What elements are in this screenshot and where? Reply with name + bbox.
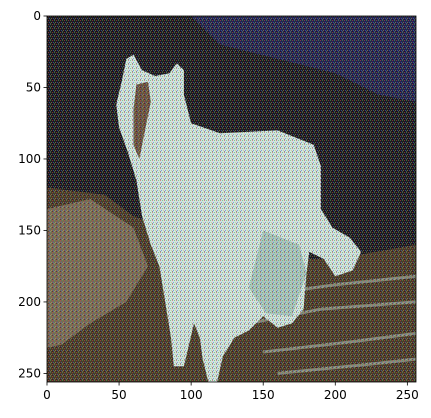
y-tick-label: 250 [18,366,41,380]
plotted-image [47,16,416,382]
y-tick-label: 50 [26,80,41,94]
x-axis-ticks: 0 50 100 150 200 250 [43,382,419,402]
y-tick-label: 0 [33,9,41,23]
x-tick-label: 50 [111,388,126,402]
x-tick-label: 0 [43,388,51,402]
y-axis-ticks: 0 50 100 150 200 250 [18,9,47,380]
y-tick-label: 200 [18,295,41,309]
x-tick-label: 200 [324,388,347,402]
x-tick-label: 100 [180,388,203,402]
image-noise-overlay [47,16,416,382]
x-tick-label: 150 [252,388,275,402]
x-tick-label: 250 [396,388,419,402]
axes-frame [46,15,417,383]
y-tick-label: 100 [18,152,41,166]
y-tick-label: 150 [18,223,41,237]
